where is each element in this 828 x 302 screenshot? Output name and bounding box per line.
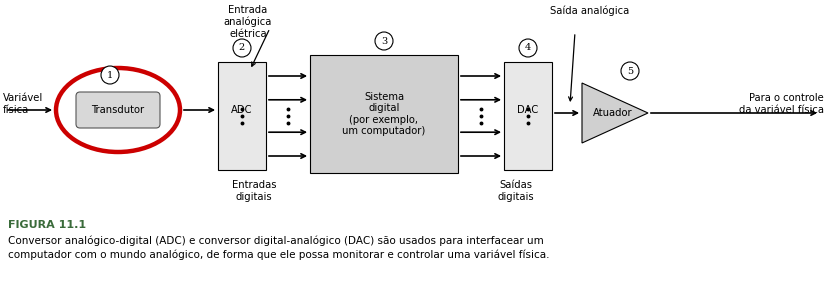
FancyBboxPatch shape bbox=[76, 92, 160, 128]
Text: Entrada
analógica
elétrica: Entrada analógica elétrica bbox=[224, 5, 272, 39]
Polygon shape bbox=[581, 83, 647, 143]
Text: Transdutor: Transdutor bbox=[91, 105, 144, 115]
Text: Saídas
digitais: Saídas digitais bbox=[497, 180, 534, 202]
Circle shape bbox=[518, 39, 537, 57]
Text: 3: 3 bbox=[380, 37, 387, 46]
Text: DAC: DAC bbox=[517, 105, 538, 115]
Text: Conversor analógico-digital (ADC) e conversor digital-analógico (DAC) são usados: Conversor analógico-digital (ADC) e conv… bbox=[8, 236, 543, 246]
Circle shape bbox=[620, 62, 638, 80]
Text: Variável
física: Variável física bbox=[3, 93, 43, 115]
Text: computador com o mundo analógico, de forma que ele possa monitorar e controlar u: computador com o mundo analógico, de for… bbox=[8, 250, 549, 261]
Text: 4: 4 bbox=[524, 43, 531, 53]
Text: Saída analógica: Saída analógica bbox=[550, 5, 628, 15]
Text: Entradas
digitais: Entradas digitais bbox=[232, 180, 276, 202]
Text: FIGURA 11.1: FIGURA 11.1 bbox=[8, 220, 86, 230]
Text: 2: 2 bbox=[238, 43, 245, 53]
Bar bbox=[310, 55, 457, 173]
Circle shape bbox=[374, 32, 392, 50]
Text: Para o controle
da variável física: Para o controle da variável física bbox=[738, 93, 823, 115]
Circle shape bbox=[233, 39, 251, 57]
Text: ADC: ADC bbox=[231, 105, 253, 115]
Text: 5: 5 bbox=[626, 66, 633, 76]
Text: Atuador: Atuador bbox=[593, 108, 632, 118]
Bar bbox=[218, 62, 266, 170]
Text: Sistema
digital
(por exemplo,
um computador): Sistema digital (por exemplo, um computa… bbox=[342, 92, 425, 137]
Text: 1: 1 bbox=[107, 70, 113, 79]
Bar bbox=[503, 62, 551, 170]
Circle shape bbox=[101, 66, 119, 84]
